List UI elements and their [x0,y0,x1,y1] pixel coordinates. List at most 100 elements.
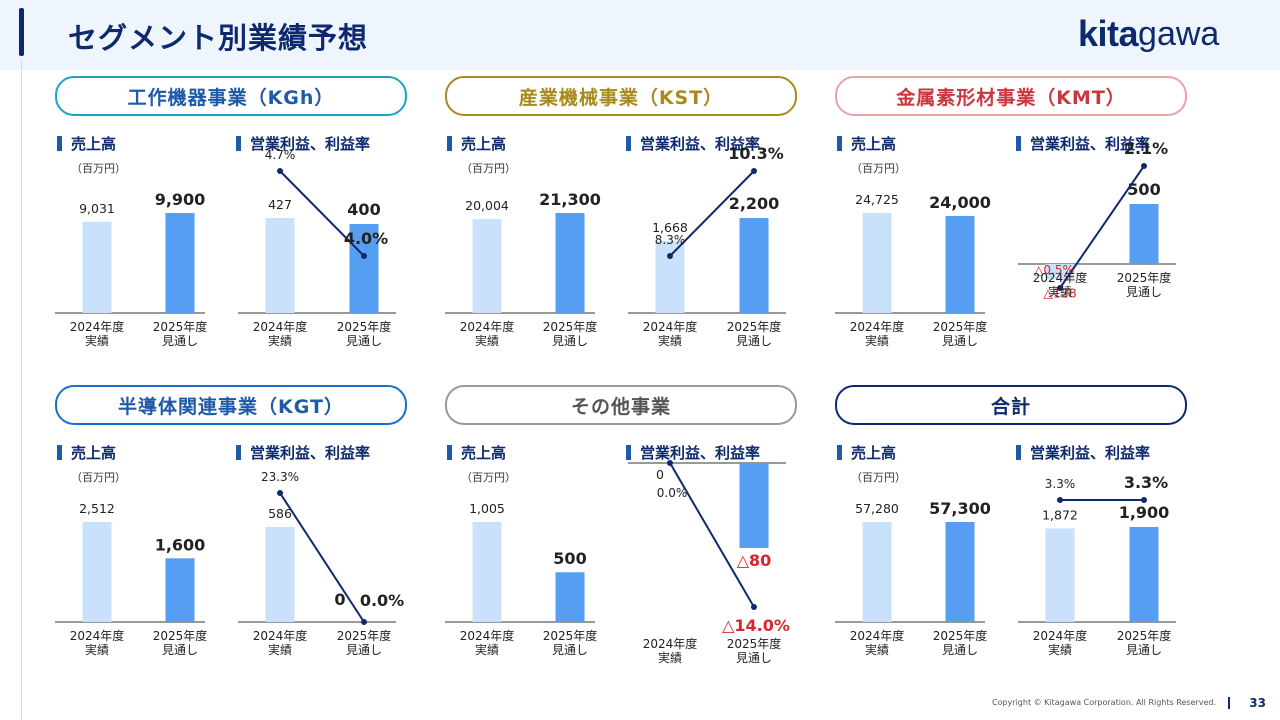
sales-subtitle-text: 売上高 [851,135,897,153]
category-label: 2025年度見通し [337,319,392,348]
sales-bar-actual [862,213,892,313]
sales-unit-label: （百万円） [71,471,126,484]
profit-subtitle: 営業利益、利益率 [626,442,760,463]
profit-value-forecast: 500 [1127,180,1160,199]
margin-label-actual: 3.3% [1045,477,1076,491]
category-label-line: 2025年度 [727,636,782,651]
sales-subtitle-text: 売上高 [851,444,897,462]
category-label-line: 実績 [865,333,889,348]
sales-chart: 1,005 500 2024年度実績 2025年度見通し [445,501,598,657]
category-label-line: 2025年度 [337,319,392,334]
margin-point [667,253,673,259]
segment-title-pill: 金属素形材事業（KMT） [835,76,1187,116]
category-label: 2025年度見通し [1117,270,1172,299]
sales-subtitle: 売上高 [837,442,896,463]
category-label: 2024年度実績 [70,319,125,348]
sales-value-actual: 9,031 [79,201,115,216]
category-label-line: 2025年度 [153,628,208,643]
category-label-line: 実績 [1048,642,1072,657]
category-label-line: 2025年度 [543,628,598,643]
page-number: 33 [1249,696,1266,710]
margin-point [1057,497,1063,503]
category-label-line: 見通し [162,334,198,348]
sales-unit-label: （百万円） [851,471,906,484]
title-accent-bar [19,8,24,56]
sales-subtitle: 売上高 [57,133,116,154]
profit-bar-forecast [739,463,769,548]
category-label-line: 見通し [942,334,978,348]
margin-label-forecast: 2.1% [1124,139,1168,158]
sales-value-forecast: 1,600 [155,535,206,554]
category-label-line: 2024年度 [643,319,698,334]
category-label-line: 見通し [736,651,772,665]
category-label-line: 2025年度 [933,628,988,643]
profit-subtitle: 営業利益、利益率 [626,133,760,154]
category-label-line: 実績 [865,642,889,657]
margin-point [751,168,757,174]
category-label: 2025年度見通し [543,628,598,657]
sales-value-actual: 20,004 [465,198,509,213]
profit-value-actual: 1,872 [1042,507,1078,522]
margin-point [1141,497,1147,503]
profit-subtitle-text: 営業利益、利益率 [640,135,761,153]
sales-value-forecast: 9,900 [155,190,206,209]
sales-subtitle-text: 売上高 [461,444,507,462]
profit-subtitle: 営業利益、利益率 [236,442,370,463]
subtitle-marker [626,445,631,460]
sales-value-forecast: 24,000 [929,193,991,212]
sales-value-forecast: 57,300 [929,499,991,518]
sales-chart: 9,031 9,900 2024年度実績 2025年度見通し [55,190,208,348]
category-label-line: 2024年度 [850,628,905,643]
subtitle-marker [447,445,452,460]
sales-bar-forecast [945,215,975,313]
profit-chart: 0 △80 0.0% △14.0% 2024年度実績 2025年度見通し [628,460,790,665]
category-label: 2024年度実績 [850,628,905,657]
category-label-line: 2025年度 [727,319,782,334]
margin-line [279,170,365,257]
category-label-line: 見通し [552,334,588,348]
profit-subtitle-text: 営業利益、利益率 [250,444,371,462]
category-label: 2024年度実績 [460,628,515,657]
category-label-line: 実績 [85,333,109,348]
category-label-line: 2024年度 [460,319,515,334]
segment-title-pill: その他事業 [445,385,797,425]
margin-label-actual: 23.3% [261,470,299,484]
profit-value-actual: 586 [268,506,292,521]
profit-value-actual: 1,668 [652,220,688,235]
sales-bar-forecast [165,213,195,313]
margin-point [361,253,367,259]
category-label-line: 見通し [736,334,772,348]
profit-bar-actual [1045,528,1075,622]
category-label-line: 2024年度 [253,319,308,334]
category-label: 2025年度見通し [933,628,988,657]
profit-bar-actual [265,218,295,313]
profit-chart: 586 0 23.3% 0.0% 2024年度実績 2025年度見通し [238,470,404,657]
category-label: 2024年度実績 [643,636,698,665]
category-label-line: 見通し [346,334,382,348]
profit-bar-forecast [1129,204,1159,264]
category-label-line: 2025年度 [153,319,208,334]
category-label-line: 見通し [162,643,198,657]
margin-label-forecast: 10.3% [728,144,784,163]
category-label-line: 2024年度 [1033,628,1088,643]
category-label-line: 実績 [658,333,682,348]
sales-value-actual: 24,725 [855,192,899,207]
sales-unit-label: （百万円） [851,162,906,175]
category-label-line: 実績 [475,642,499,657]
category-label-line: 実績 [85,642,109,657]
profit-value-actual: △128 [1043,285,1077,300]
sales-bar-actual [472,522,502,622]
sales-subtitle-text: 売上高 [461,135,507,153]
page-title: セグメント別業績予想 [68,21,369,55]
category-label: 2024年度実績 [70,628,125,657]
segment-panel: 工作機器事業（KGh） 売上高 営業利益、利益率 （百万円） 9,031 9,900 202… [55,76,407,366]
category-label-line: 2024年度 [460,628,515,643]
margin-point [667,460,673,466]
subtitle-marker [1016,136,1021,151]
profit-subtitle-text: 営業利益、利益率 [640,444,761,462]
margin-line [279,492,365,623]
profit-chart: 1,872 1,900 3.3% 3.3% 2024年度実績 2025年度見通し [1018,473,1176,657]
category-label-line: 2025年度 [1117,270,1172,285]
profit-subtitle: 営業利益、利益率 [1016,442,1150,463]
margin-label-actual: 4.7% [265,148,296,162]
